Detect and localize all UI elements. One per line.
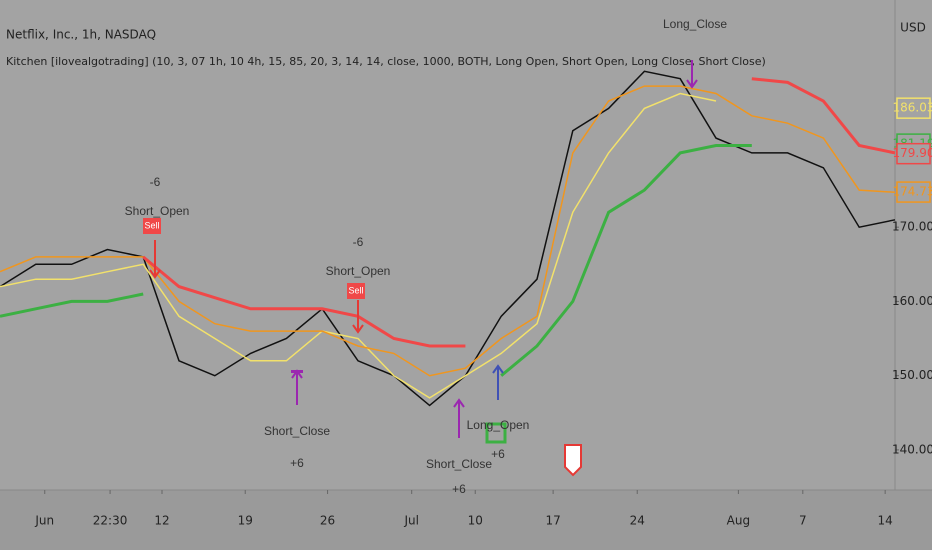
annotation: Long_Close <box>663 17 727 31</box>
indicator-legend: Kitchen [ilovealgotrading] (10, 3, 07 1h… <box>6 55 766 68</box>
y-tick-label: 160.00 <box>892 294 932 308</box>
arrow <box>352 300 364 334</box>
chart-title: Netflix, Inc., 1h, NASDAQ <box>6 28 156 42</box>
price-badge-label: 179.90 <box>893 146 932 160</box>
y-axis-label: USD <box>900 21 926 35</box>
x-tick-label: Jul <box>403 514 418 528</box>
price-badge-label: 174.73 <box>893 185 932 199</box>
x-tick-label: 17 <box>545 514 560 528</box>
y-tick-label: 170.00 <box>892 220 932 234</box>
annotation: +6 <box>452 482 466 496</box>
x-tick-label: 19 <box>238 514 253 528</box>
y-tick-label: 150.00 <box>892 368 932 382</box>
annotation: -6 <box>353 235 364 249</box>
signal-markers <box>143 60 698 477</box>
buy-box <box>485 422 507 444</box>
x-tick-label: 22:30 <box>93 514 128 528</box>
arrow <box>149 240 161 279</box>
price-badge-label: 186.03 <box>893 101 932 115</box>
annotation: Sell <box>348 285 363 295</box>
x-tick-label: 7 <box>799 514 807 528</box>
x-tick-label: 14 <box>878 514 893 528</box>
series-line <box>751 77 896 155</box>
price-badge <box>896 97 931 119</box>
arrow-head <box>291 370 303 373</box>
annotation: Short_Close <box>264 424 330 438</box>
arrow <box>686 60 698 89</box>
annotation: Sell <box>144 220 159 230</box>
series-line <box>500 144 752 377</box>
x-axis-area <box>0 490 932 550</box>
annotation: -6 <box>150 175 161 189</box>
annotation: Short_Open <box>125 204 190 218</box>
x-tick-label: Jun <box>34 514 54 528</box>
x-tick-label: 26 <box>320 514 335 528</box>
annotation: +6 <box>491 447 505 461</box>
plot-area <box>0 0 895 490</box>
annotation: +6 <box>290 456 304 470</box>
annotation: Long_Open <box>467 418 530 432</box>
series-line <box>0 92 717 399</box>
series-line <box>0 292 144 318</box>
series-line <box>0 85 896 377</box>
annotation: Short_Open <box>326 264 391 278</box>
x-tick-label: 12 <box>154 514 169 528</box>
arrow <box>453 398 465 438</box>
earnings-flag <box>564 444 582 477</box>
sell-box <box>347 283 365 299</box>
arrow <box>492 364 504 400</box>
series-line <box>142 255 466 348</box>
annotation: Short_Close <box>426 457 492 471</box>
x-tick-label: Aug <box>727 514 750 528</box>
x-tick-label: 10 <box>468 514 483 528</box>
sell-box <box>143 218 161 234</box>
x-tick-label: 24 <box>630 514 645 528</box>
price-badge <box>896 142 931 165</box>
y-tick-label: 140.00 <box>892 442 932 456</box>
marks: 140.00 150.00 160.00 170.00 Jun 22:30 12 19 26 Ju… <box>0 70 932 528</box>
price-badge <box>896 181 931 203</box>
